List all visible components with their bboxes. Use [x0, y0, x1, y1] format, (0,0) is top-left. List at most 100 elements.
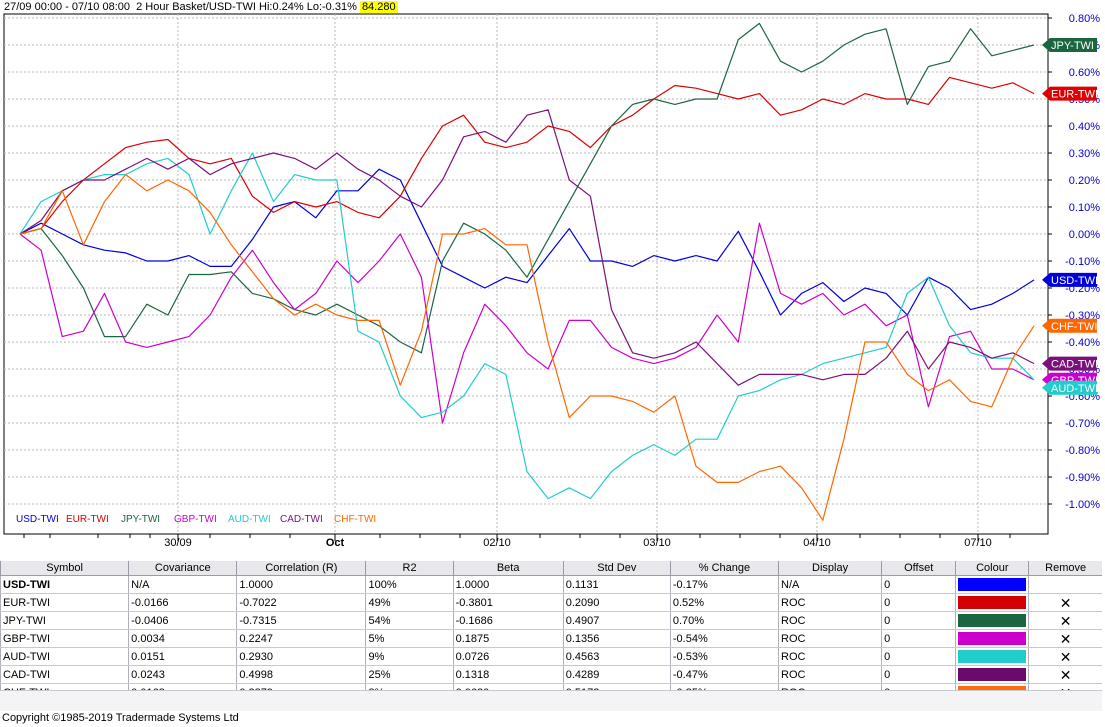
end-label-box	[1042, 272, 1097, 287]
end-label-cad-twi: CAD-TWI	[1042, 356, 1098, 371]
remove-icon[interactable]: ✕	[1028, 665, 1102, 684]
legend-item-cad-twi: CAD-TWI	[280, 514, 323, 525]
colour-swatch[interactable]	[958, 614, 1027, 627]
copyright-text: Copyright ©1985-2019 Tradermade Systems …	[2, 712, 239, 724]
cell-offset[interactable]: 0	[881, 611, 956, 630]
cell-chg: -0.47%	[669, 665, 779, 684]
cell-colour[interactable]	[955, 575, 1029, 594]
series-line-chf-twi	[19, 174, 1035, 521]
colour-swatch[interactable]	[958, 578, 1027, 591]
end-label-box	[1042, 86, 1097, 101]
cell-colour[interactable]	[955, 629, 1029, 648]
y-tick-label: 0.40%	[1069, 121, 1100, 133]
header-name: Basket/USD-TWI	[172, 1, 256, 13]
legend-item-aud-twi: AUD-TWI	[228, 514, 271, 525]
col-header-display[interactable]: Display	[778, 561, 882, 576]
cell-beta: 0.1318	[452, 665, 564, 684]
cell-chg: -0.53%	[669, 647, 779, 666]
line-chart[interactable]: 0.80%0.70%0.60%0.50%0.40%0.30%0.20%0.10%…	[0, 0, 1105, 560]
cell-corr: -0.7022	[236, 593, 366, 612]
cell-chg: -0.54%	[669, 629, 779, 648]
cell-offset[interactable]: 0	[881, 647, 956, 666]
cell-beta: 1.0000	[452, 575, 564, 594]
colour-swatch[interactable]	[958, 596, 1027, 609]
cell-std: 0.2090	[562, 593, 671, 612]
cell-display[interactable]: ROC	[778, 611, 882, 630]
cell-symbol: GBP-TWI	[0, 629, 129, 648]
cell-display[interactable]: ROC	[778, 647, 882, 666]
colour-swatch[interactable]	[958, 650, 1027, 663]
x-tick-label: 02/10	[483, 537, 511, 549]
cell-colour[interactable]	[955, 647, 1029, 666]
remove-icon[interactable]: ✕	[1028, 647, 1102, 666]
plot-area	[3, 13, 1049, 535]
end-label-jpy-twi: JPY-TWI	[1042, 38, 1097, 52]
colour-swatch[interactable]	[958, 632, 1027, 645]
cell-r2: 9%	[365, 647, 454, 666]
y-tick-label: -0.90%	[1065, 472, 1100, 484]
cell-r2: 49%	[365, 593, 454, 612]
colour-swatch[interactable]	[958, 668, 1027, 681]
cell-symbol: JPY-TWI	[0, 611, 129, 630]
cell-r2: 100%	[365, 575, 454, 594]
legend-item-jpy-twi: JPY-TWI	[121, 514, 160, 525]
table-row[interactable]: EUR-TWI -0.0166 -0.7022 49% -0.3801 0.2090 0.5…	[0, 593, 1102, 612]
cell-display[interactable]: ROC	[778, 593, 882, 612]
end-label-box	[1042, 38, 1097, 52]
cell-std: 0.4289	[562, 665, 671, 684]
series-line-usd-twi	[19, 168, 1035, 316]
cell-offset[interactable]: 0	[881, 593, 956, 612]
remove-icon[interactable]: ✕	[1028, 611, 1102, 630]
end-label-box	[1042, 318, 1097, 333]
table-row[interactable]: JPY-TWI -0.0406 -0.7315 54% -0.1686 0.4907 0.7…	[0, 611, 1102, 630]
cell-corr: 1.0000	[236, 575, 366, 594]
col-header-std-dev[interactable]: Std Dev	[562, 561, 671, 576]
col-header-offset[interactable]: Offset	[881, 561, 956, 576]
cell-cov: 0.0151	[128, 647, 237, 666]
table-row[interactable]: GBP-TWI 0.0034 0.2247 5% 0.1875 0.1356 -0.54% R…	[0, 629, 1102, 648]
y-tick-label: -0.40%	[1065, 337, 1100, 349]
cell-remove	[1028, 575, 1102, 594]
end-label-chf-twi: CHF-TWI	[1042, 318, 1097, 333]
cell-corr: 0.2247	[236, 629, 366, 648]
cell-colour[interactable]	[955, 611, 1029, 630]
cell-display[interactable]: N/A	[778, 575, 882, 594]
end-label-aud-twi: AUD-TWI	[1042, 380, 1098, 395]
col-header-beta[interactable]: Beta	[452, 561, 564, 576]
end-label-box	[1042, 356, 1097, 371]
col-header-colour[interactable]: Colour	[955, 561, 1029, 576]
cell-beta: -0.1686	[452, 611, 564, 630]
col-header-symbol[interactable]: Symbol	[0, 561, 129, 576]
table-row[interactable]: AUD-TWI 0.0151 0.2930 9% 0.0726 0.4563 -0.53% R…	[0, 647, 1102, 666]
y-tick-label: 0.30%	[1069, 148, 1100, 160]
col-header-r2[interactable]: R2	[365, 561, 454, 576]
cell-display[interactable]: ROC	[778, 665, 882, 684]
cell-offset[interactable]: 0	[881, 629, 956, 648]
end-label-text: AUD-TWI	[1051, 383, 1098, 395]
cell-corr: -0.7315	[236, 611, 366, 630]
remove-icon[interactable]: ✕	[1028, 593, 1102, 612]
col-header-correlation[interactable]: Correlation (R)	[236, 561, 366, 576]
cell-beta: 0.1875	[452, 629, 564, 648]
table-row[interactable]: USD-TWI N/A 1.0000 100% 1.0000 0.1131 -0.17% N/…	[0, 575, 1102, 594]
end-label-text: EUR-TWI	[1051, 89, 1098, 101]
cell-r2: 25%	[365, 665, 454, 684]
legend-item-chf-twi: CHF-TWI	[334, 514, 376, 525]
col-header-change[interactable]: % Change	[669, 561, 779, 576]
cell-offset[interactable]: 0	[881, 575, 956, 594]
y-tick-label: 0.20%	[1069, 175, 1100, 187]
legend-item-eur-twi: EUR-TWI	[66, 514, 109, 525]
remove-icon[interactable]: ✕	[1028, 629, 1102, 648]
col-header-remove[interactable]: Remove	[1028, 561, 1102, 576]
end-label-text: CAD-TWI	[1051, 359, 1098, 371]
cell-offset[interactable]: 0	[881, 665, 956, 684]
cell-colour[interactable]	[955, 593, 1029, 612]
header-last-value: 84.280	[359, 1, 398, 13]
cell-display[interactable]: ROC	[778, 629, 882, 648]
series-line-jpy-twi	[19, 22, 1035, 354]
col-header-covariance[interactable]: Covariance	[128, 561, 237, 576]
table-row[interactable]: CAD-TWI 0.0243 0.4998 25% 0.1318 0.4289 -0.47%…	[0, 665, 1102, 684]
cell-std: 0.1356	[562, 629, 671, 648]
cell-chg: -0.17%	[669, 575, 779, 594]
cell-colour[interactable]	[955, 665, 1029, 684]
